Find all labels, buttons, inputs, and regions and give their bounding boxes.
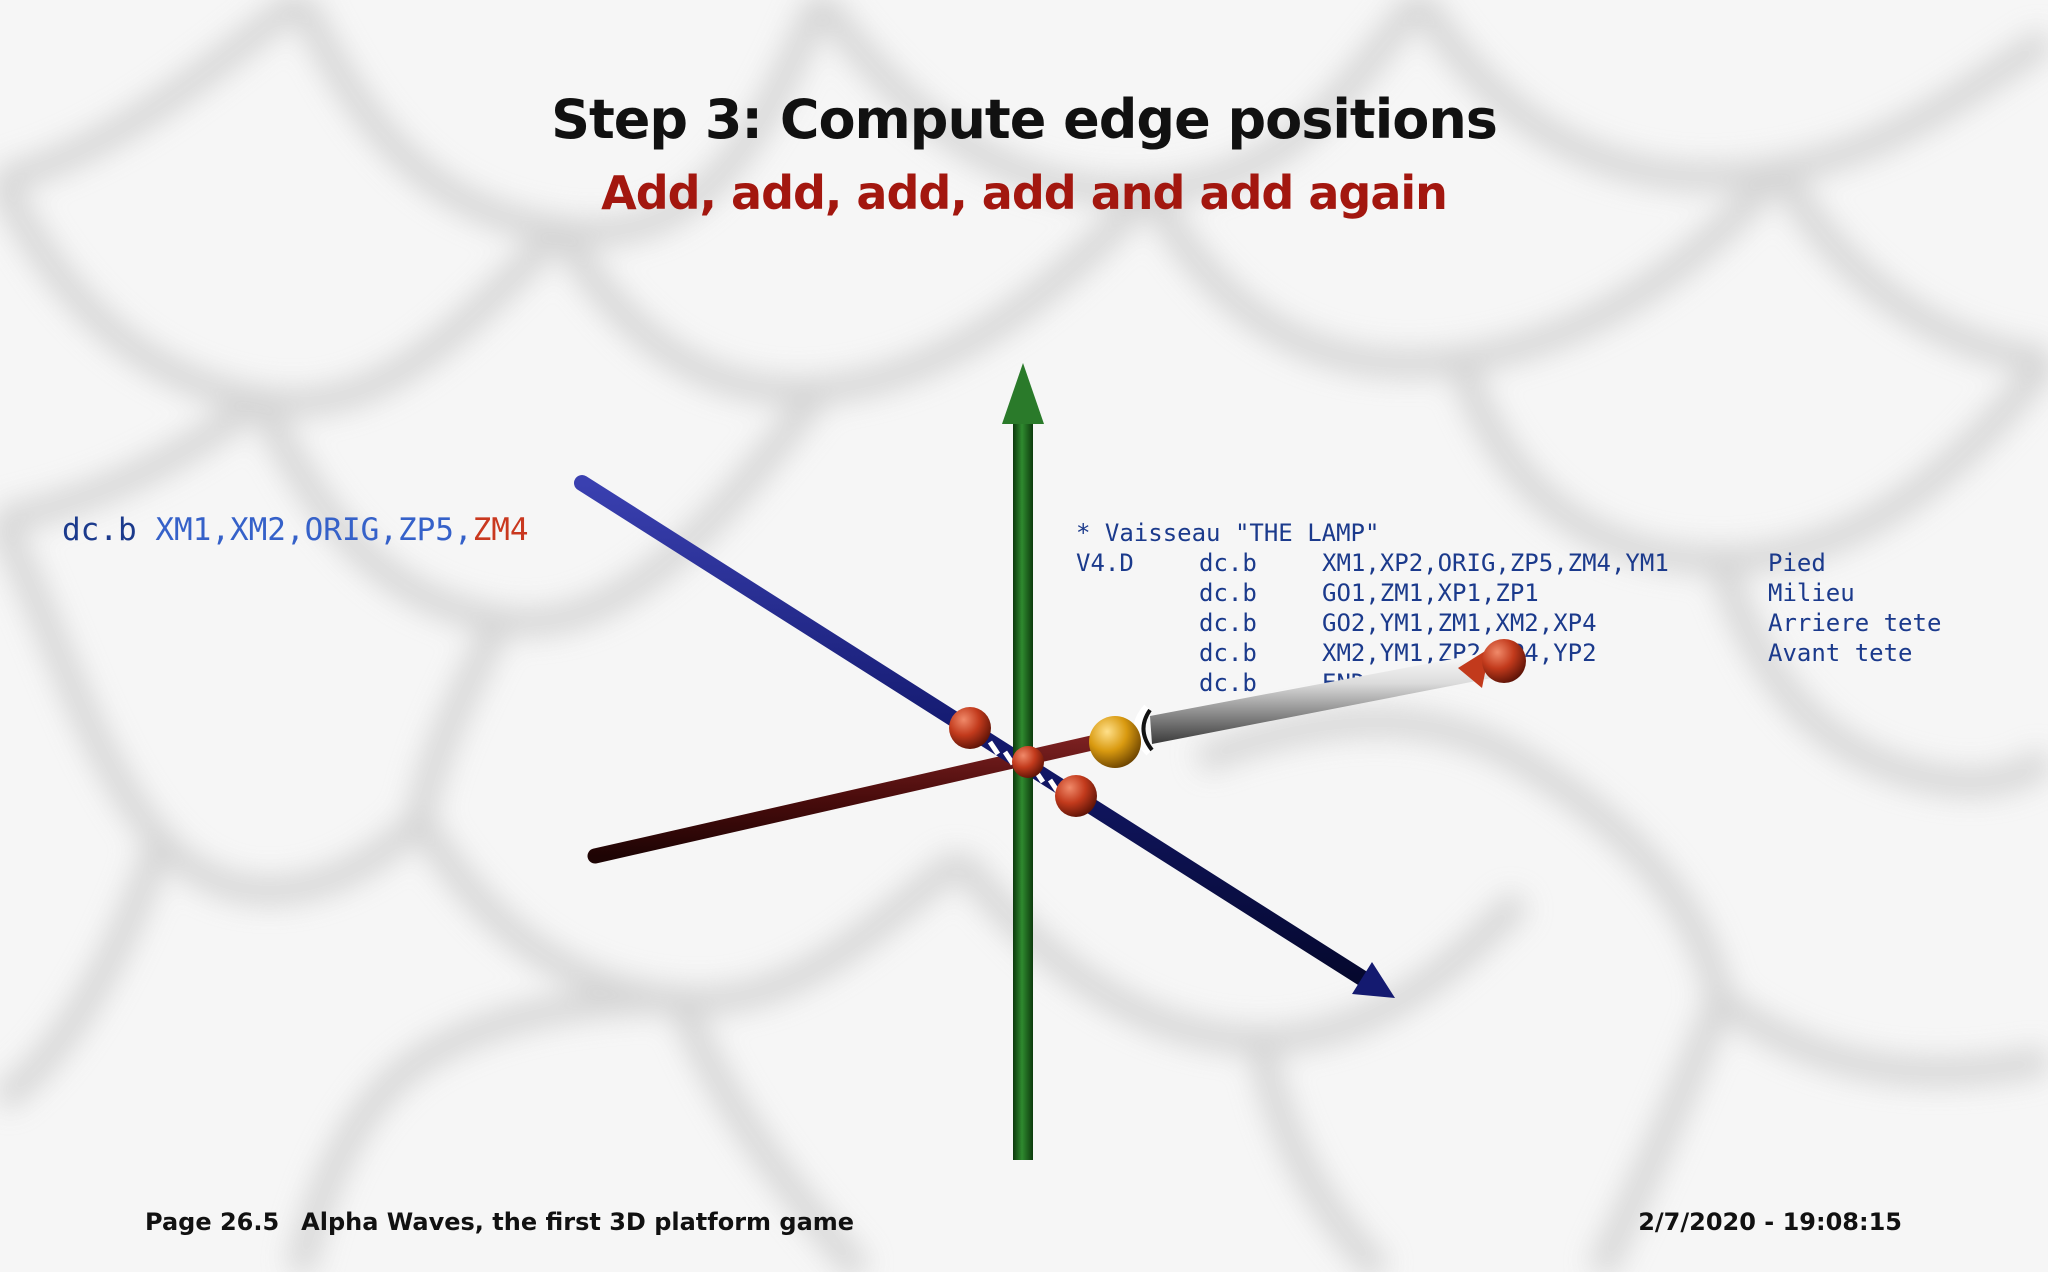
presentation-subject: Alpha Waves, the first 3D platform game (301, 1208, 855, 1236)
highlight-vertex-ball (1089, 716, 1141, 768)
source-listing: * Vaisseau "THE LAMP" V4.D dc.b XM1,XP2,… (1076, 518, 1941, 698)
listing-row: V4.D dc.b XM1,XP2,ORIG,ZP5,ZM4,YM1 Pied (1076, 548, 1826, 578)
footer-left: Page 26.5 Alpha Waves, the first 3D platf… (145, 1208, 854, 1236)
listing-comment: * Vaisseau "THE LAMP" (1076, 519, 1380, 547)
vertex-ball (1012, 746, 1044, 778)
code-highlight-arg: ZM4 (472, 512, 529, 548)
listing-note: Arriere tete (1768, 609, 1942, 637)
listing-op: dc.b (1199, 549, 1257, 577)
footer-timestamp: 2/7/2020 - 19:08:15 (1638, 1208, 1902, 1236)
listing-label: V4.D (1076, 549, 1134, 577)
listing-args: GO1,ZM1,XP1,ZP1 (1322, 579, 1539, 607)
listing-op: dc.b (1199, 669, 1257, 697)
page-subtitle: Add, add, add, add and add again (601, 166, 1448, 220)
listing-row: dc.b XM2,YM1,ZP2,XP4,YP2 Avant tete (1076, 638, 1913, 668)
vertex-ball (1055, 775, 1097, 817)
listing-args: GO2,YM1,ZM1,XM2,XP4 (1322, 609, 1597, 637)
x-axis (574, 475, 1395, 998)
page-number: Page 26.5 (145, 1208, 280, 1236)
listing-op: dc.b (1199, 579, 1257, 607)
edge-arrowhead (1458, 648, 1490, 688)
code-keyword: dc.b (62, 512, 137, 548)
x-axis-arrowhead (1352, 962, 1395, 998)
edge-arrow (1133, 648, 1502, 756)
vertex-ball (1482, 639, 1526, 683)
listing-row: dc.b GO1,ZM1,XP1,ZP1 Milieu (1076, 578, 1855, 608)
listing-note: Pied (1768, 549, 1826, 577)
code-line: dc.b XM1,XM2,ORIG,ZP5,ZM4 (62, 512, 529, 548)
listing-row: dc.b GO2,YM1,ZM1,XM2,XP4 Arriere tete (1076, 608, 1941, 638)
listing-op: dc.b (1199, 609, 1257, 637)
listing-note: Milieu (1768, 579, 1855, 607)
listing-note: Avant tete (1768, 639, 1913, 667)
y-axis-arrowhead (1002, 363, 1044, 424)
listing-op: dc.b (1199, 639, 1257, 667)
vertex-ball (949, 707, 991, 749)
listing-args: XM1,XP2,ORIG,ZP5,ZM4,YM1 (1322, 549, 1669, 577)
y-axis (1002, 363, 1044, 1160)
code-args: XM1,XM2,ORIG,ZP5, (155, 512, 473, 548)
page-title: Step 3: Compute edge positions (551, 88, 1498, 151)
